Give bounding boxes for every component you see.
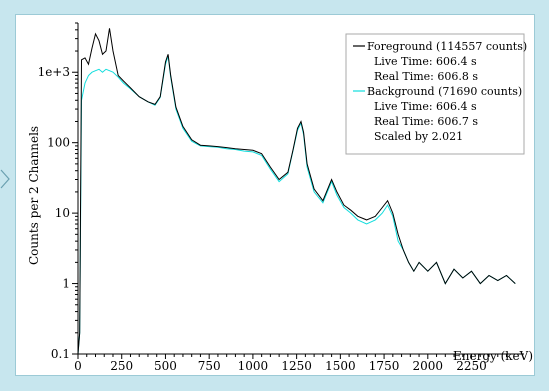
- y-tick-label: 10: [55, 206, 70, 220]
- legend-box: [345, 33, 525, 155]
- legend: Foreground (114557 counts) Live Time: 60…: [345, 33, 527, 155]
- y-tick-label: 100: [47, 136, 70, 150]
- legend-background-live-time: Live Time: 606.4 s: [374, 100, 477, 113]
- x-tick-label: 0: [74, 359, 82, 373]
- legend-foreground-real-time: Real Time: 606.8 s: [374, 70, 478, 83]
- x-tick-label: 1750: [369, 359, 400, 373]
- x-tick-label: 750: [198, 359, 221, 373]
- x-tick-label: 250: [110, 359, 133, 373]
- spectrum-chart-panel: 0 250 500 750 1000 1250 1500 1750 2000 2250 0.1 1 10…: [15, 14, 535, 376]
- x-tick-label: 1250: [281, 359, 312, 373]
- x-tick-label: 1000: [238, 359, 269, 373]
- x-tick-label: 500: [154, 359, 177, 373]
- x-tick-label: 2250: [456, 359, 487, 373]
- y-tick-label: 1e+3: [38, 65, 70, 79]
- series-line-0: [77, 28, 516, 355]
- y-tick-label: 0.1: [51, 347, 70, 361]
- plot-area: [77, 28, 516, 355]
- x-tick-label: 1500: [325, 359, 356, 373]
- legend-background-real-time: Real Time: 606.7 s: [374, 115, 478, 128]
- legend-background-title: Background (71690 counts): [367, 85, 522, 98]
- legend-foreground-title: Foreground (114557 counts): [367, 40, 527, 53]
- legend-background-scale: Scaled by 2.021: [374, 130, 463, 143]
- axes: 0 250 500 750 1000 1250 1500 1750 2000 2250 0.1 1 10…: [38, 22, 524, 373]
- x-tick-label: 2000: [413, 359, 444, 373]
- y-axis-label: Counts per 2 Channels: [27, 126, 41, 265]
- legend-foreground-live-time: Live Time: 606.4 s: [374, 55, 477, 68]
- expand-arrow-icon[interactable]: [0, 168, 10, 190]
- x-axis-label: Energy (keV): [453, 349, 533, 363]
- spectrum-chart[interactable]: 0 250 500 750 1000 1250 1500 1750 2000 2250 0.1 1 10…: [16, 15, 534, 375]
- y-tick-label: 1: [62, 277, 70, 291]
